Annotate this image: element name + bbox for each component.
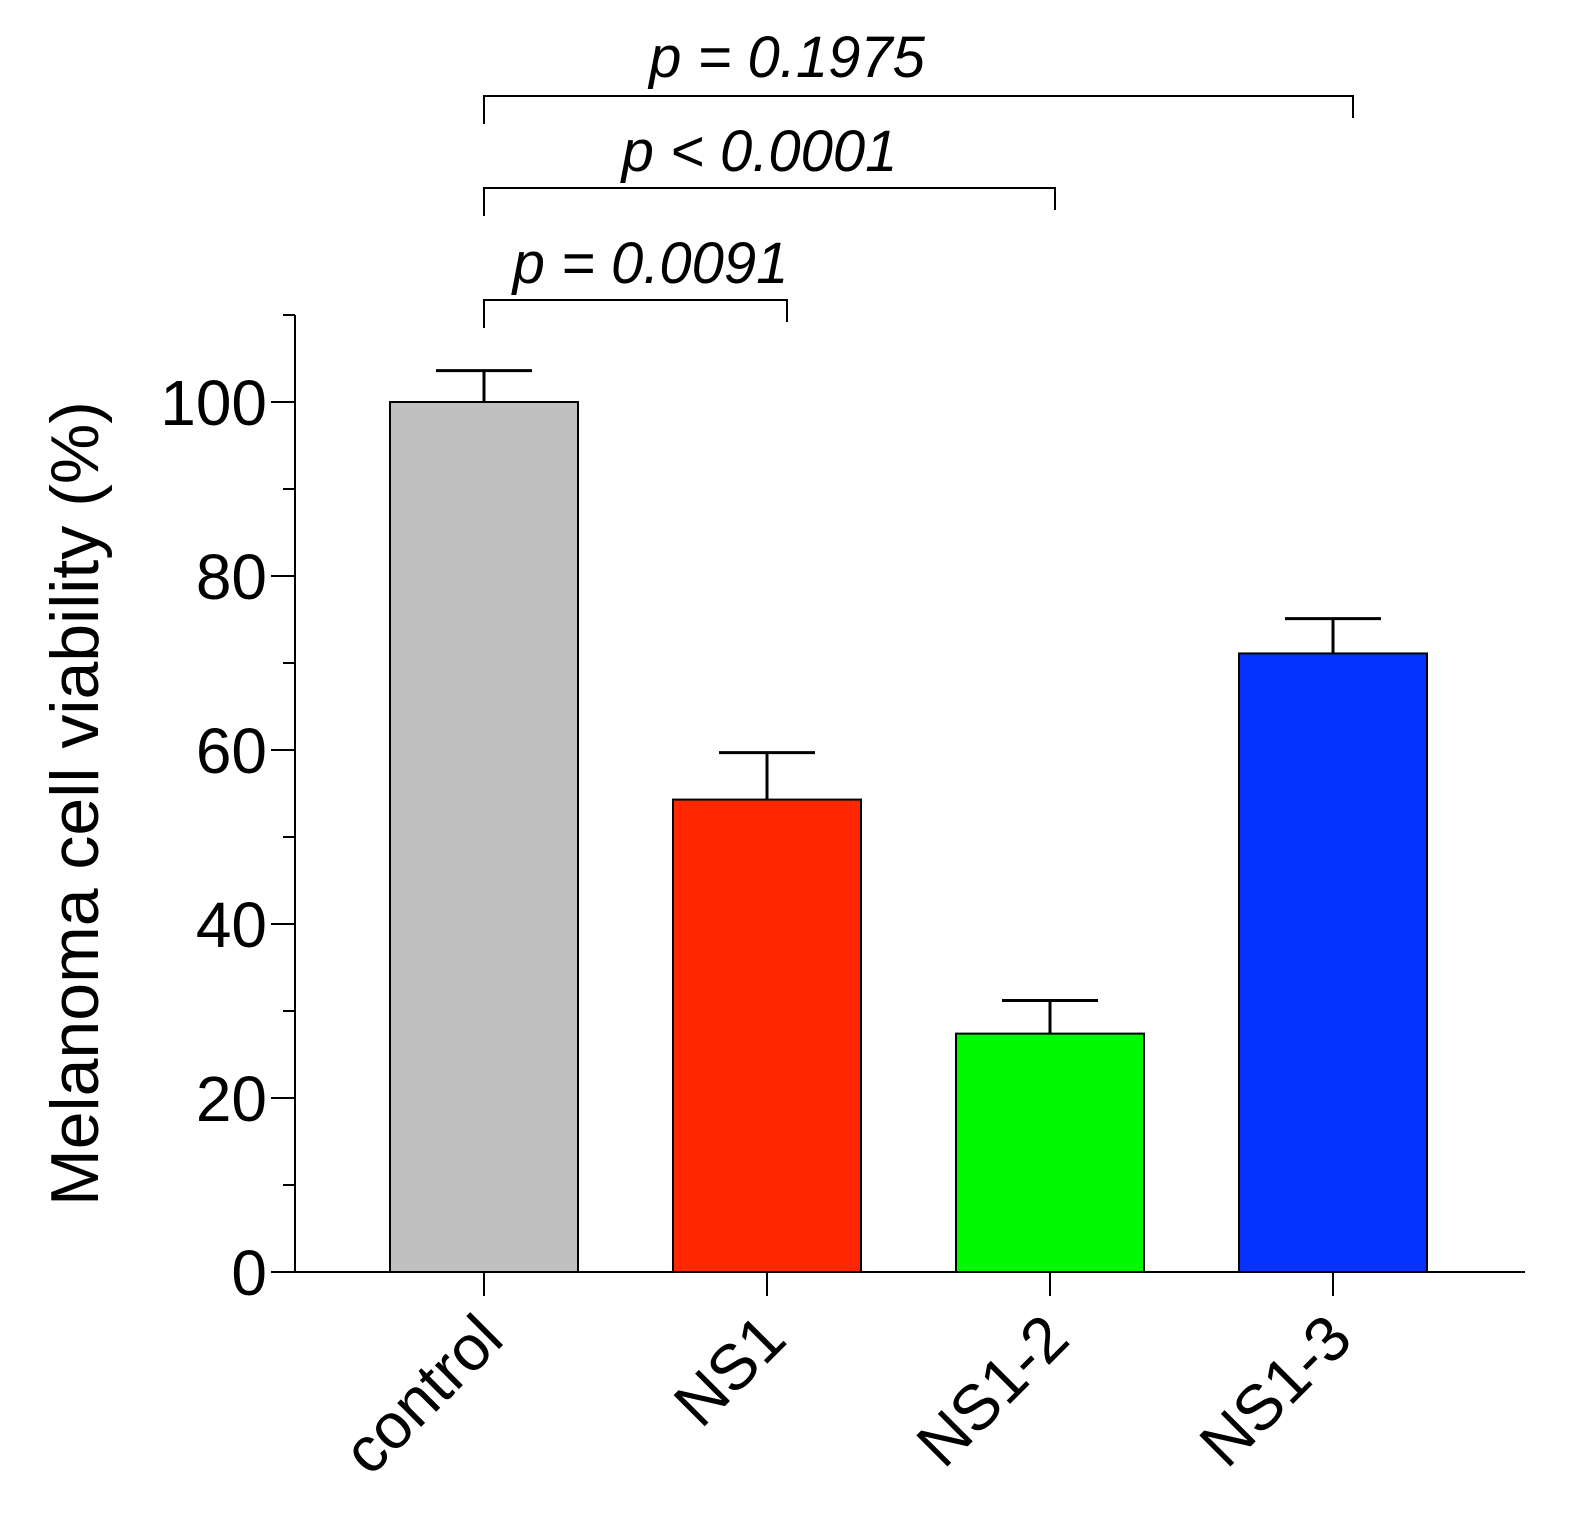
bar-ns1-2 [955,1032,1145,1273]
p-value-label: p < 0.0001 [620,119,898,184]
bar-ns1-3 [1238,652,1428,1273]
y-tick-label: 20 [196,1063,267,1135]
bar-ns1 [672,798,862,1274]
significance-bracket [483,95,1354,124]
p-value-label: p = 0.1975 [647,25,925,90]
p-value-label: p = 0.0091 [511,231,789,296]
bar-control [389,401,579,1273]
x-category-label: NS1-2 [903,1301,1082,1480]
x-category-label: control [329,1301,516,1488]
y-tick-label: 0 [231,1237,267,1309]
x-axis: control NS1 NS1-2 NS1-3 [295,1271,1525,1488]
bars [389,369,1428,1274]
y-tick-label: 80 [196,541,267,613]
y-tick-label: 40 [196,889,267,961]
y-axis: 0 20 40 60 80 100 [160,314,296,1309]
y-axis-title: Melanoma cell viability (%) [37,401,113,1206]
significance-brackets: p = 0.0091 p < 0.0001 p = 0.1975 [483,25,1354,328]
significance-bracket [483,187,1056,216]
y-tick-label: 100 [160,367,267,439]
x-category-label: NS1 [660,1301,799,1440]
y-tick-label: 60 [196,715,267,787]
significance-bracket [483,299,788,328]
x-category-label: NS1-3 [1186,1301,1365,1480]
